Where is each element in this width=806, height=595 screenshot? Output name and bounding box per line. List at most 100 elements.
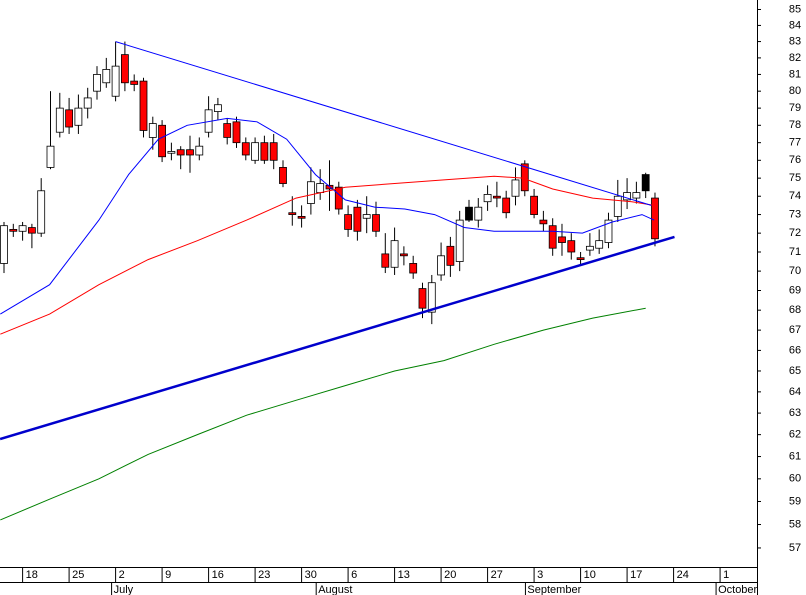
y-tick-label: 77	[789, 137, 801, 149]
y-tick-label: 64	[789, 386, 801, 398]
y-tick-label: 85	[789, 3, 801, 15]
x-tick-label: 3	[537, 569, 543, 581]
candle-body	[102, 69, 111, 84]
candle-body	[279, 167, 287, 184]
candle-body	[74, 107, 83, 126]
y-tick-label: 65	[789, 365, 801, 377]
y-tick-label: 71	[789, 246, 801, 258]
x-tick-label: 16	[212, 569, 224, 581]
candle-body	[520, 163, 529, 192]
x-tick-label: 10	[584, 569, 596, 581]
candle-body	[595, 240, 604, 249]
x-tick-label: 30	[305, 569, 317, 581]
candle-body	[437, 255, 445, 276]
candle-body	[306, 181, 315, 204]
candle-body	[492, 195, 501, 199]
y-tick-label: 60	[789, 473, 801, 485]
candle-body	[297, 216, 306, 219]
overlay-line	[0, 307, 646, 521]
y-tick-label: 57	[789, 542, 801, 554]
overlay-line	[0, 117, 655, 315]
y-tick-label: 67	[789, 324, 801, 336]
candle-body	[548, 225, 557, 249]
candle-body	[55, 107, 64, 133]
candle-body	[325, 184, 334, 190]
x-tick-label: 13	[398, 569, 410, 581]
candle-body	[18, 225, 27, 232]
candle-body	[334, 186, 343, 210]
candle-body	[558, 236, 566, 243]
candle-body	[241, 142, 250, 156]
candle-body	[9, 229, 18, 232]
y-tick-label: 73	[789, 208, 801, 220]
candle-body	[362, 214, 371, 219]
y-tick-label: 84	[789, 19, 801, 31]
candle-body	[83, 97, 92, 109]
candle-body	[632, 192, 641, 199]
y-tick-label: 61	[789, 450, 801, 462]
candle-body	[111, 65, 120, 97]
candle-body	[372, 214, 380, 232]
candle-body	[613, 195, 622, 217]
candle-body	[213, 104, 222, 112]
candle-body	[409, 263, 418, 274]
candle-body	[251, 142, 259, 161]
candle-body	[0, 225, 8, 264]
y-tick-label: 83	[789, 35, 801, 47]
candle-body	[585, 245, 594, 251]
x-tick-label: 27	[491, 569, 503, 581]
candle-body	[269, 142, 278, 161]
candle-body	[223, 123, 232, 138]
month-label: October	[718, 584, 757, 595]
candle-body	[502, 197, 511, 214]
candle-body	[344, 214, 352, 230]
y-tick-label: 80	[789, 85, 801, 97]
y-tick-label: 69	[789, 284, 801, 296]
candle-body	[120, 54, 129, 84]
candle-body	[511, 179, 520, 197]
candle-body	[455, 219, 464, 262]
candle-body	[27, 227, 36, 234]
y-tick-label: 66	[789, 344, 801, 356]
overlay-line	[0, 175, 655, 335]
candle-body	[381, 253, 390, 268]
candle-body	[232, 121, 241, 144]
month-label: September	[527, 584, 581, 595]
candle-body	[651, 197, 659, 240]
x-tick-label: 6	[351, 569, 357, 581]
candle-body	[195, 145, 204, 156]
candle-body	[260, 142, 269, 161]
candle-body	[353, 206, 362, 232]
y-tick-label: 78	[789, 119, 801, 131]
candle-body	[576, 257, 585, 261]
candle-body	[46, 145, 55, 168]
candle-body	[65, 109, 73, 128]
overlay-line	[115, 41, 652, 206]
x-tick-label: 1	[723, 569, 729, 581]
candle-body	[130, 80, 139, 85]
candle-body	[427, 282, 436, 313]
y-tick-label: 82	[789, 52, 801, 64]
candle-body	[418, 288, 427, 309]
x-tick-label: 17	[630, 569, 642, 581]
y-tick-label: 70	[789, 265, 801, 277]
candle-body	[446, 245, 455, 266]
candle-body	[139, 80, 148, 131]
candle-body	[316, 183, 325, 193]
overlay-line	[0, 235, 675, 441]
candle-body	[148, 123, 157, 138]
candle-body	[539, 219, 548, 225]
month-label: August	[318, 584, 352, 595]
candle-body	[93, 74, 101, 92]
y-tick-label: 63	[789, 407, 801, 419]
x-tick-label: 9	[165, 569, 171, 581]
candle-body	[288, 212, 297, 215]
y-tick-label: 81	[789, 68, 801, 80]
y-tick-label: 58	[789, 518, 801, 530]
y-tick-label: 72	[789, 227, 801, 239]
candle-body	[641, 174, 650, 192]
candle-body	[623, 192, 631, 201]
candle-body	[399, 253, 408, 257]
